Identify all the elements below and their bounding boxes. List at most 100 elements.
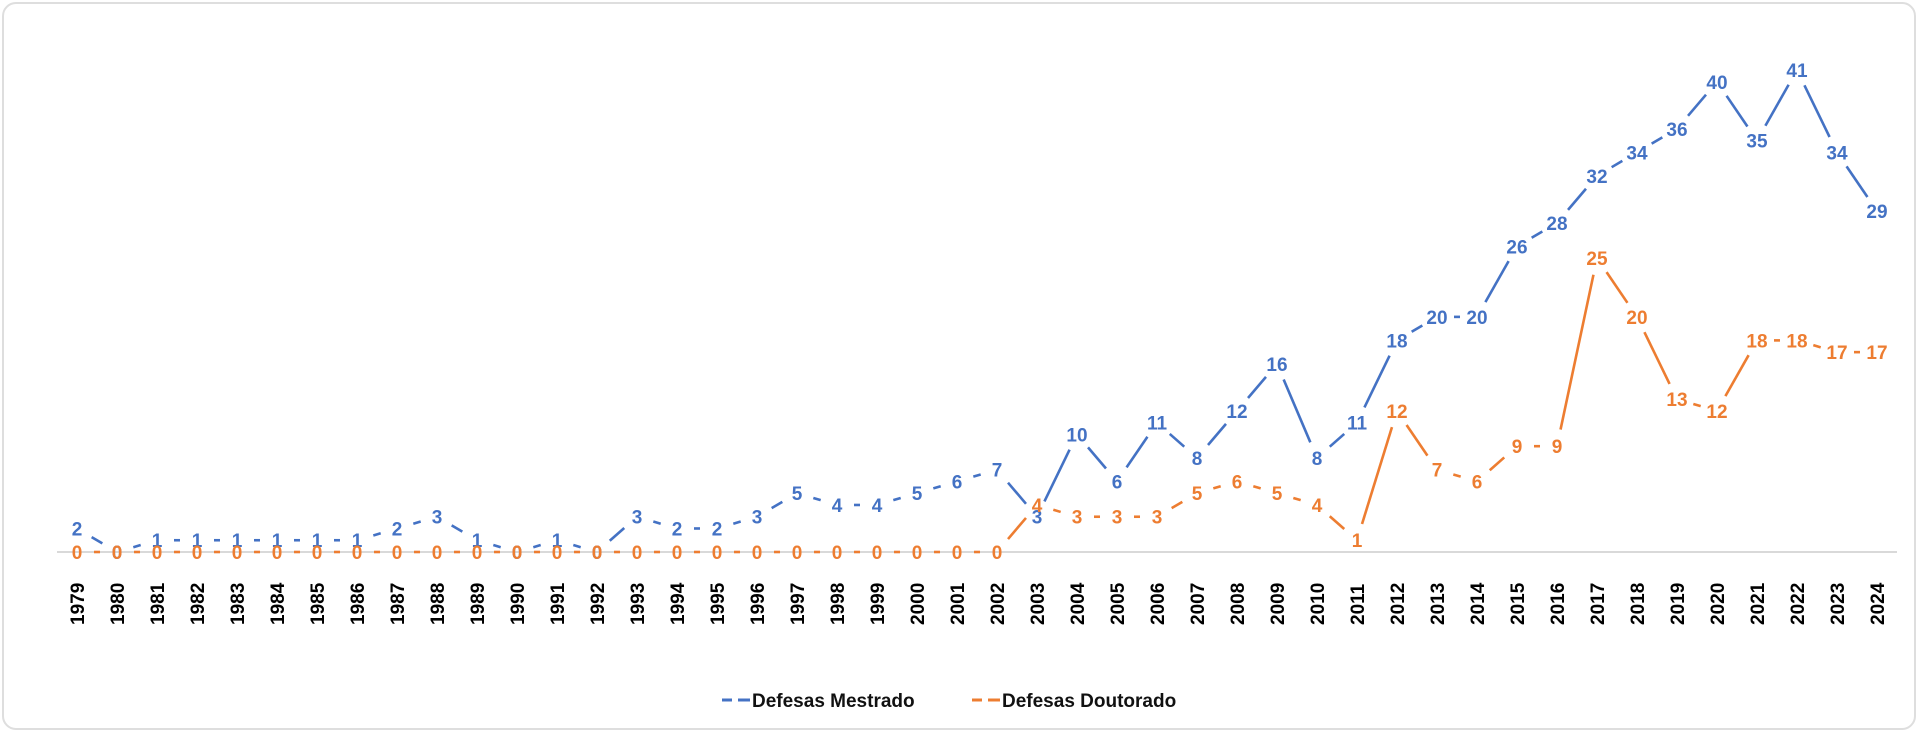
x-tick-label: 2004 [1068,582,1089,625]
data-label: 1 [552,531,563,552]
x-tick-label: 2002 [988,583,1009,625]
x-tick-label: 2015 [1508,582,1529,625]
data-label: 6 [952,472,963,493]
x-tick-label: 1984 [268,582,289,625]
line-segment [1488,456,1506,472]
data-label: 17 [1826,343,1847,364]
data-label: 29 [1866,202,1887,223]
x-tick-label: 1999 [868,583,889,625]
line-segment [1087,446,1107,470]
line-segment [972,473,982,478]
line-segment [1125,436,1149,469]
line-segment [1363,355,1391,408]
x-tick-label: 2021 [1748,582,1769,625]
data-label: 0 [232,543,243,564]
data-label: 17 [1866,343,1887,364]
data-label: 7 [992,461,1003,482]
data-label: 5 [1272,484,1283,505]
data-label: 0 [152,543,163,564]
line-segment [492,543,502,549]
line-segment [1559,274,1595,430]
x-tick-label: 2019 [1668,583,1689,625]
data-label: 18 [1786,331,1807,352]
legend-item: Defesas Doutorado [972,691,1176,712]
data-label: 2 [672,519,683,540]
data-label: 1 [272,531,283,552]
line-segment [1405,424,1429,457]
data-label: 0 [392,543,403,564]
data-label: 0 [432,543,443,564]
data-label: 3 [1112,508,1123,529]
data-label: 1 [312,531,323,552]
data-label: 4 [1312,496,1323,517]
x-tick-label: 1980 [108,583,129,625]
data-label: 1 [472,531,483,552]
x-tick-label: 1983 [228,583,249,625]
x-tick-label: 2013 [1428,583,1449,625]
x-tick-label: 2007 [1188,583,1209,625]
line-segment [1328,432,1346,448]
line-segment [892,496,902,502]
x-tick-label: 1988 [428,583,449,625]
data-label: 16 [1266,355,1287,376]
line-segment [1845,165,1869,198]
data-label: 3 [752,508,763,529]
data-label: 0 [912,543,923,564]
line-segment [1650,136,1664,145]
line-segment [1252,485,1262,490]
data-label: 1 [1352,531,1363,552]
line-segment [572,543,582,549]
line-segment [1007,517,1027,540]
data-label: 20 [1626,308,1647,329]
data-label: 35 [1746,132,1768,153]
line-segment [1170,500,1184,510]
data-label: 0 [112,543,123,564]
x-tick-label: 2003 [1028,583,1049,625]
data-label: 0 [832,543,843,564]
line-segment [1007,481,1027,505]
data-label: 12 [1226,402,1247,423]
x-tick-label: 2006 [1148,583,1169,625]
data-label: 4 [832,496,843,517]
data-label: 26 [1506,237,1527,258]
line-segment [372,532,382,537]
line-segment [1247,376,1267,399]
data-label: 6 [1112,472,1123,493]
data-label: 8 [1192,449,1203,470]
x-tick-label: 1993 [628,583,649,625]
line-segment [1484,260,1510,303]
x-tick-label: 1986 [348,583,369,625]
data-label: 5 [792,484,803,505]
line-segment [1643,331,1671,385]
data-label: 2 [392,519,403,540]
data-label: 0 [192,543,203,564]
data-label: 34 [1626,143,1648,164]
line-segment [1052,508,1062,514]
line-segment [1567,187,1587,211]
x-tick-label: 1992 [588,583,609,625]
data-label: 3 [1072,508,1083,529]
line-segment [412,520,422,525]
data-label: 2 [712,519,723,540]
line-segment [1610,159,1624,169]
x-tick-label: 2020 [1708,583,1729,625]
x-tick-label: 1991 [548,582,569,625]
legend: Defesas Mestrado Defesas Doutorado [722,691,1176,712]
data-label: 0 [112,543,123,564]
x-tick-label: 2009 [1268,583,1289,625]
data-label: 34 [1826,143,1848,164]
data-label: 0 [712,543,723,564]
line-segment [608,526,626,542]
data-label: 0 [632,543,643,564]
line-segment [1043,449,1071,503]
x-tick-label: 1982 [188,583,209,625]
data-label: 40 [1706,73,1727,94]
data-label: 0 [992,543,1003,564]
data-label: 4 [1032,496,1043,517]
line-segment [1764,84,1790,127]
data-label: 0 [592,543,603,564]
line-segment [1803,84,1831,138]
line-segment [1410,324,1424,333]
